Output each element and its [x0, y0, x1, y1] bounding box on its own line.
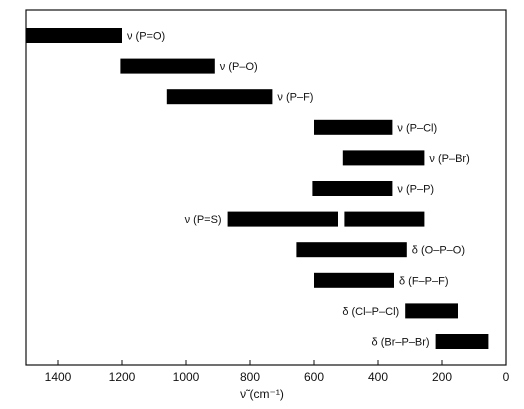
- band-bar-2-0: [166, 89, 273, 105]
- band-label-4: ν (P–Br): [429, 153, 469, 165]
- plot-frame: [25, 9, 507, 366]
- band-label-3: ν (P–Cl): [397, 122, 437, 134]
- band-label-5: ν (P–P): [397, 184, 434, 196]
- band-label-2: ν (P–F): [277, 92, 313, 104]
- x-tick-label-6: 200: [432, 370, 452, 384]
- x-tick-label-3: 800: [240, 370, 260, 384]
- band-bar-0-0: [26, 28, 122, 43]
- x-tick-label-1: 1200: [109, 370, 136, 384]
- band-bar-4-0: [342, 150, 425, 166]
- band-bar-1-0: [120, 58, 215, 74]
- x-tick-label-5: 400: [368, 370, 388, 384]
- x-tick-label-4: 600: [304, 370, 324, 384]
- band-label-10: δ (Br–P–Br): [372, 337, 430, 349]
- ticks-layer: 1400 1200 1000 800 600 400 200 0: [45, 360, 510, 384]
- band-bar-6-0: [227, 211, 338, 227]
- band-label-8: δ (F–P–F): [399, 275, 449, 287]
- bars-layer: ν (P=O) ν (P–O) ν (P–F) ν (P–Cl) ν (P–Br) ν (…: [26, 28, 489, 349]
- band-bar-6-1: [344, 211, 425, 227]
- x-tick-label-7: 0: [503, 370, 510, 384]
- band-label-9: δ (Cl–P–Cl): [342, 306, 399, 318]
- band-bar-7-0: [296, 242, 407, 258]
- band-bar-5-0: [312, 181, 393, 196]
- band-bar-3-0: [314, 119, 393, 135]
- band-label-7: δ (O–P–O): [412, 245, 465, 257]
- x-axis-title: ν̃ (cm⁻¹): [240, 387, 284, 401]
- band-bar-10-0: [435, 334, 489, 349]
- band-bar-9-0: [405, 303, 458, 319]
- band-label-6: ν (P=S): [185, 214, 222, 226]
- band-bar-8-0: [314, 272, 394, 288]
- band-label-0: ν (P=O): [127, 31, 165, 43]
- x-tick-label-0: 1400: [45, 370, 72, 384]
- band-label-1: ν (P–O): [220, 61, 258, 73]
- x-tick-label-2: 1000: [173, 370, 200, 384]
